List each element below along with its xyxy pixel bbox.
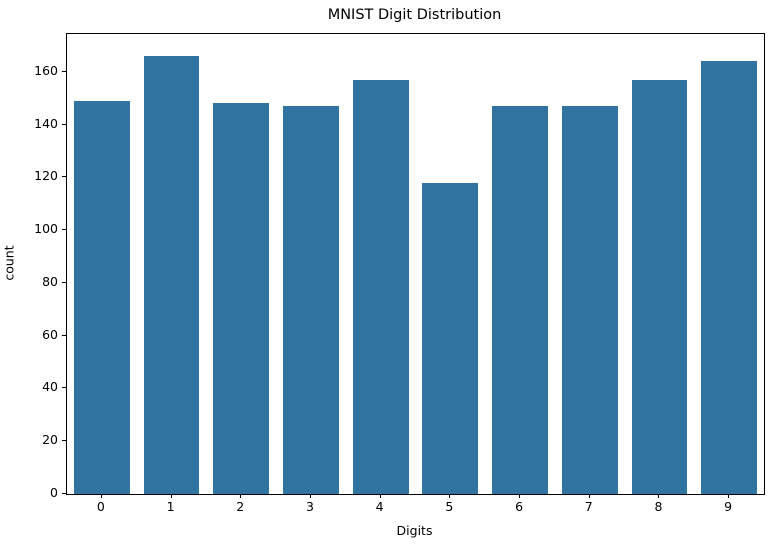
x-tick-mark-2	[240, 494, 242, 498]
x-tick-label-7: 7	[584, 499, 593, 514]
y-tick-mark-0	[62, 493, 66, 494]
x-tick-label-8: 8	[654, 499, 663, 514]
x-tick-label-3: 3	[305, 499, 314, 514]
y-tick-mark-60	[62, 334, 66, 336]
y-tick-mark-40	[62, 387, 66, 389]
bar-digit-0	[73, 100, 130, 494]
x-tick-mark-5	[449, 494, 451, 498]
x-tick-label-5: 5	[445, 499, 454, 514]
y-tick-label-20: 20	[42, 432, 58, 448]
y-axis-label: count	[1, 245, 17, 281]
y-tick-label-40: 40	[42, 379, 58, 395]
bar-digit-9	[701, 61, 758, 494]
x-tick-label-6: 6	[515, 499, 524, 514]
y-tick-mark-80	[62, 281, 66, 283]
y-tick-mark-100	[62, 229, 66, 231]
bar-digit-7	[561, 106, 618, 494]
y-tick-label-140: 140	[34, 115, 58, 131]
y-tick-label-120: 120	[34, 168, 58, 184]
bar-digit-4	[352, 79, 409, 494]
y-tick-label-100: 100	[34, 221, 58, 237]
y-tick-label-160: 160	[34, 62, 58, 78]
x-tick-mark-4	[379, 494, 381, 498]
x-tick-mark-1	[170, 494, 172, 498]
y-tick-mark-120	[62, 176, 66, 178]
x-tick-label-2: 2	[236, 499, 245, 514]
x-tick-label-9: 9	[724, 499, 733, 514]
y-tick-label-60: 60	[42, 326, 58, 342]
x-tick-mark-6	[519, 494, 521, 498]
x-tick-mark-8	[658, 494, 660, 498]
x-axis-label: Digits	[396, 523, 433, 538]
x-tick-label-0: 0	[96, 499, 105, 514]
bar-digit-2	[213, 103, 270, 494]
bar-digit-8	[631, 79, 688, 494]
y-tick-mark-160	[62, 70, 66, 72]
bar-digit-5	[422, 182, 479, 494]
bar-digit-1	[143, 55, 200, 494]
bars-container	[67, 34, 764, 494]
bar-digit-3	[283, 106, 339, 494]
y-tick-mark-140	[62, 123, 66, 125]
chart-title: MNIST Digit Distribution	[327, 7, 502, 23]
y-tick-label-80: 80	[42, 273, 58, 289]
x-tick-label-1: 1	[166, 499, 175, 514]
x-tick-label-4: 4	[375, 499, 384, 514]
x-tick-mark-9	[728, 494, 730, 498]
x-tick-mark-0	[100, 494, 102, 498]
y-tick-label-0: 0	[50, 485, 58, 500]
x-tick-mark-7	[588, 494, 590, 498]
y-tick-mark-20	[62, 440, 66, 442]
bar-digit-6	[492, 106, 548, 494]
plot-area	[66, 33, 765, 495]
x-tick-mark-3	[309, 494, 311, 498]
